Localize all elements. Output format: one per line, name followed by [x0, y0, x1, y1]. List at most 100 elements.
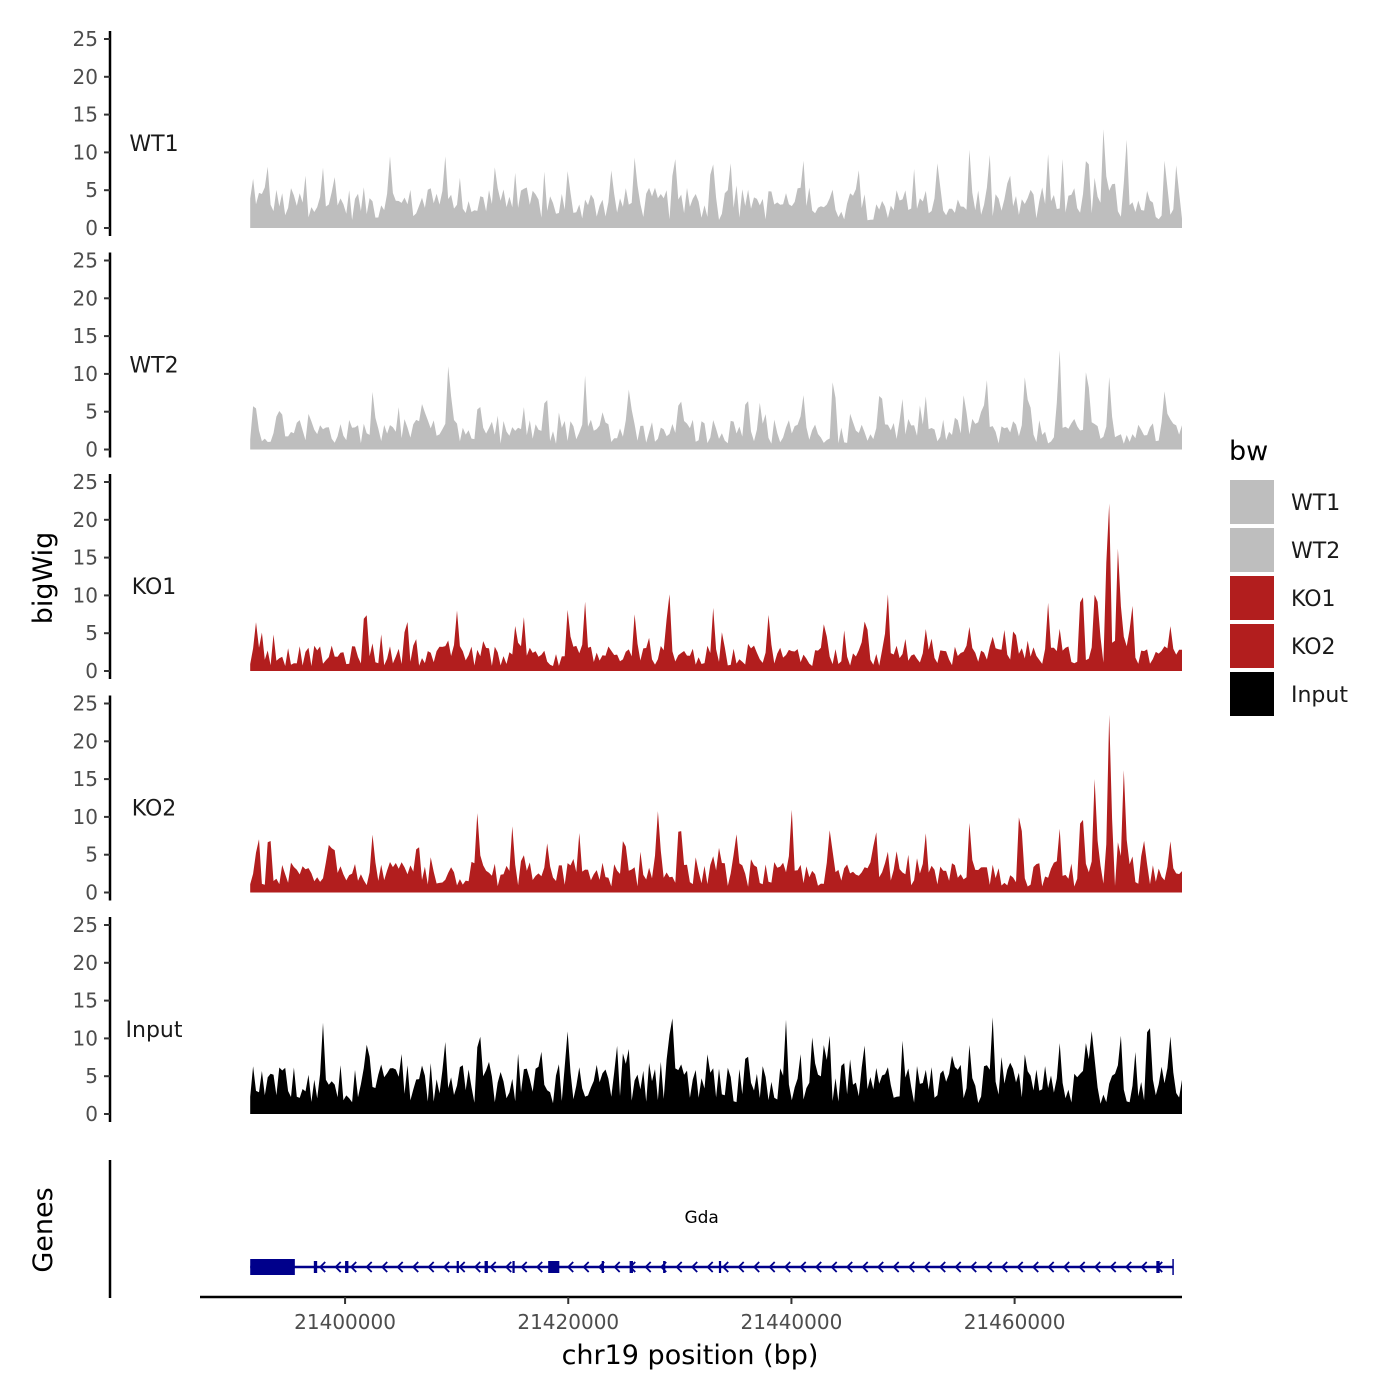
- strand-arrow: [365, 1261, 373, 1273]
- genes-axis-title: Genes: [28, 1187, 59, 1272]
- strand-arrow: [1031, 1261, 1039, 1273]
- y-tick-label: 15: [73, 324, 98, 348]
- gene-exon: [250, 1259, 295, 1275]
- strand-arrow: [1016, 1261, 1024, 1273]
- gene-exon: [456, 1261, 459, 1273]
- y-tick-label: 10: [73, 362, 98, 386]
- x-axis-title: chr19 position (bp): [562, 1340, 819, 1371]
- strand-arrow: [504, 1261, 512, 1273]
- y-axis-title: bigWig: [28, 532, 59, 625]
- strand-arrow: [334, 1261, 342, 1273]
- y-tick-label: 15: [73, 989, 98, 1013]
- track-input: 0 5 10 15 20 25 Input: [73, 913, 1182, 1126]
- strand-arrow: [783, 1261, 791, 1273]
- x-tick-label: 21460000: [964, 1310, 1066, 1334]
- y-tick-label: 25: [73, 27, 98, 51]
- strand-arrow: [458, 1261, 466, 1273]
- legend-label-wt2: WT2: [1291, 539, 1340, 564]
- strand-arrow: [969, 1261, 977, 1273]
- y-tick-label: 5: [85, 621, 98, 645]
- y-tick-label: 20: [73, 951, 98, 975]
- signal-area-ko2: [250, 714, 1182, 893]
- gene-name-label: Gda: [684, 1208, 718, 1228]
- y-tick-label: 10: [73, 805, 98, 829]
- strand-arrow: [830, 1261, 838, 1273]
- strand-arrow: [799, 1261, 807, 1273]
- y-tick-label: 20: [73, 65, 98, 89]
- tracks-layer: 0510152025WT10510152025WT20510152025KO10…: [73, 27, 1182, 1126]
- legend-swatch-ko1: [1230, 576, 1274, 620]
- strand-arrow: [318, 1261, 326, 1273]
- signal-area-input: [250, 1017, 1182, 1114]
- signal-area-wt2: [250, 350, 1182, 450]
- strand-arrow: [520, 1261, 528, 1273]
- y-tick-label: 20: [73, 729, 98, 753]
- y-tick-label: 15: [73, 546, 98, 570]
- y-tick-label: 10: [73, 1026, 98, 1050]
- x-tick-label: 21440000: [741, 1310, 843, 1334]
- strand-arrow: [1109, 1261, 1117, 1273]
- y-tick-label: 0: [85, 659, 98, 683]
- strand-arrow: [706, 1261, 714, 1273]
- strand-arrow: [427, 1261, 435, 1273]
- strand-arrow: [566, 1261, 574, 1273]
- gene-exon: [601, 1261, 604, 1273]
- strand-arrow: [489, 1261, 497, 1273]
- track-label-ko1: KO1: [132, 575, 177, 600]
- gene-exon: [718, 1261, 722, 1273]
- track-label-ko2: KO2: [132, 797, 177, 822]
- gene-exon: [663, 1261, 666, 1273]
- legend-label-input: Input: [1291, 683, 1348, 708]
- strand-arrow: [1093, 1261, 1101, 1273]
- strand-arrow: [737, 1261, 745, 1273]
- strand-arrow: [985, 1261, 993, 1273]
- legend-swatch-input: [1230, 672, 1274, 716]
- strand-arrow: [380, 1261, 388, 1273]
- strand-arrow: [876, 1261, 884, 1273]
- strand-arrow: [923, 1261, 931, 1273]
- track-wt2: 0 5 10 15 20 25 WT2: [73, 249, 1182, 462]
- strand-arrow: [442, 1261, 450, 1273]
- strand-arrow: [907, 1261, 915, 1273]
- strand-arrow: [690, 1261, 698, 1273]
- strand-arrow: [396, 1261, 404, 1273]
- y-tick-label: 20: [73, 286, 98, 310]
- strand-arrow: [752, 1261, 760, 1273]
- strand-arrow: [613, 1261, 621, 1273]
- legend-label-ko1: KO1: [1291, 587, 1336, 612]
- strand-arrow: [768, 1261, 776, 1273]
- gene-exon: [512, 1261, 515, 1273]
- strand-arrow: [349, 1261, 357, 1273]
- signal-area-ko1: [250, 503, 1182, 671]
- strand-arrow: [814, 1261, 822, 1273]
- strand-arrow: [644, 1261, 652, 1273]
- y-tick-label: 10: [73, 140, 98, 164]
- signal-area-wt1: [250, 129, 1182, 228]
- strand-arrow: [1047, 1261, 1055, 1273]
- x-tick-label: 21400000: [294, 1310, 396, 1334]
- y-tick-label: 0: [85, 881, 98, 905]
- strand-arrow: [473, 1261, 481, 1273]
- legend-swatch-wt1: [1230, 480, 1274, 524]
- y-tick-label: 20: [73, 508, 98, 532]
- track-label-wt1: WT1: [129, 132, 178, 157]
- x-tick-label: 21420000: [517, 1310, 619, 1334]
- strand-arrow: [1000, 1261, 1008, 1273]
- strand-arrow: [892, 1261, 900, 1273]
- y-tick-label: 25: [73, 913, 98, 937]
- legend: bw WT1 WT2 KO1 KO2 Input: [1229, 436, 1348, 716]
- strand-arrow: [535, 1261, 543, 1273]
- gene-exon: [548, 1261, 560, 1273]
- legend-title: bw: [1229, 436, 1268, 467]
- track-wt1: 0 5 10 15 20 25 WT1: [73, 27, 1182, 240]
- y-tick-label: 0: [85, 216, 98, 240]
- track-ko2: 0 5 10 15 20 25 KO2: [73, 692, 1182, 905]
- y-tick-label: 5: [85, 400, 98, 424]
- track-label-wt2: WT2: [129, 354, 178, 379]
- strand-arrow: [411, 1261, 419, 1273]
- y-tick-label: 15: [73, 767, 98, 791]
- gene-exon: [629, 1261, 633, 1273]
- strand-arrow: [675, 1261, 683, 1273]
- y-tick-label: 15: [73, 103, 98, 127]
- y-tick-label: 5: [85, 1064, 98, 1088]
